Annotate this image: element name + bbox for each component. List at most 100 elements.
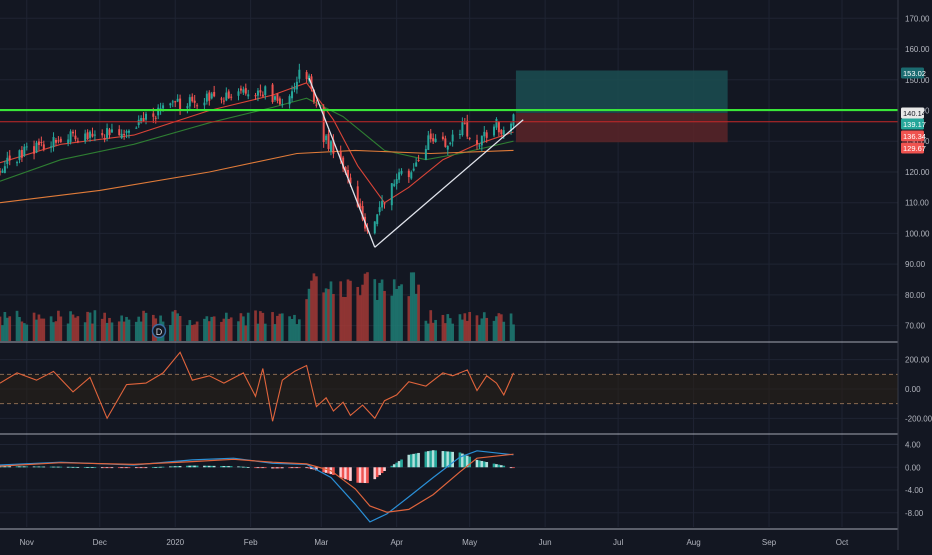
macd-histogram-bar xyxy=(190,465,194,468)
volume-bar xyxy=(142,310,145,341)
macd-histogram-bar xyxy=(341,467,345,479)
macd-tick-label: -8.00 xyxy=(905,509,924,518)
macd-histogram-bar xyxy=(349,467,352,481)
volume-bar xyxy=(263,323,267,341)
candle-body xyxy=(222,100,225,102)
volume-bar xyxy=(271,312,274,341)
volume-bar xyxy=(497,313,501,341)
volume-bar xyxy=(465,320,469,341)
candle-body xyxy=(86,132,89,140)
time-tick-label: Mar xyxy=(314,538,328,547)
price-badge-bg xyxy=(901,107,924,119)
candle-body xyxy=(208,92,211,101)
volume-bar xyxy=(20,321,24,341)
macd-histogram-bar xyxy=(324,467,328,473)
candle-body xyxy=(191,96,194,102)
candle-body xyxy=(16,162,19,164)
candle-body xyxy=(33,146,36,154)
target-profit-zone[interactable] xyxy=(515,70,728,114)
volume-bar xyxy=(110,322,114,341)
candle-body xyxy=(140,118,143,123)
macd-histogram-bar xyxy=(280,467,284,469)
macd-histogram-bar xyxy=(409,454,413,468)
candle-body xyxy=(485,132,488,138)
candle-body xyxy=(171,101,174,103)
time-tick-label: Dec xyxy=(93,538,107,547)
volume-bar xyxy=(290,318,294,341)
volume-bar xyxy=(478,324,481,341)
macd-histogram-bar xyxy=(52,466,55,468)
candle-body xyxy=(398,172,401,180)
candle-body xyxy=(373,221,376,234)
event-markers[interactable]: D xyxy=(151,323,167,339)
macd-histogram-bar xyxy=(358,467,362,483)
volume-bar xyxy=(188,320,192,341)
macd-histogram-bar xyxy=(475,459,479,468)
dividend-marker-icon[interactable] xyxy=(151,323,167,339)
candle-body xyxy=(417,159,420,161)
candle-body xyxy=(20,149,23,158)
volume-bar xyxy=(229,317,233,341)
macd-histogram-bar xyxy=(93,467,97,469)
trendlines[interactable] xyxy=(308,77,524,248)
macd-histogram-bar xyxy=(485,462,489,468)
volume-bar xyxy=(499,314,503,341)
macd-histogram-bar xyxy=(229,466,233,468)
volume-bar xyxy=(242,316,245,341)
candle-body xyxy=(412,168,415,171)
volume-bar xyxy=(446,314,450,341)
price-tick-label: 170.00 xyxy=(905,14,930,23)
volume-bar xyxy=(108,317,111,341)
cci-line xyxy=(0,351,515,422)
volume-bar xyxy=(356,286,360,341)
candle-body xyxy=(446,145,449,150)
volume-bar xyxy=(346,279,350,341)
price-tick-label: 100.00 xyxy=(905,229,930,238)
macd-histogram-bar xyxy=(434,450,437,468)
moving-average-line xyxy=(0,97,514,182)
volume-bar xyxy=(434,319,437,341)
macd-histogram-bar xyxy=(0,466,2,468)
macd-histogram-bar xyxy=(448,451,452,468)
macd-histogram-bar xyxy=(315,467,318,471)
volume-bar xyxy=(378,282,381,341)
volume-bar xyxy=(120,315,124,341)
candle-body xyxy=(475,140,478,144)
candle-body xyxy=(225,92,228,101)
macd-histogram-bar xyxy=(293,467,296,469)
macd-histogram-bar xyxy=(395,462,399,468)
risk-reward-zones[interactable] xyxy=(515,70,728,143)
macd-histogram-bar xyxy=(259,467,262,469)
macd-histogram-bar xyxy=(169,466,172,468)
candle-body xyxy=(434,138,437,143)
volume-bar xyxy=(117,321,121,341)
macd-histogram-bar xyxy=(468,456,472,468)
trendline[interactable] xyxy=(374,119,524,248)
price-badge-bg xyxy=(901,130,924,142)
stop-loss-zone[interactable] xyxy=(515,113,728,143)
volume-bar xyxy=(424,320,428,341)
macd-histogram-bar xyxy=(261,467,265,469)
volume-bar xyxy=(220,321,223,341)
volume-bar xyxy=(32,312,36,341)
trendline[interactable] xyxy=(308,77,376,248)
candle-body xyxy=(295,81,298,90)
macd-histogram-bar xyxy=(390,465,394,468)
candle-body xyxy=(407,170,410,178)
candle-body xyxy=(101,133,104,136)
price-levels[interactable] xyxy=(0,108,898,123)
panel-separators[interactable] xyxy=(0,0,899,550)
volume-bar xyxy=(297,319,301,341)
volume-bar xyxy=(125,316,128,341)
macd-histogram-bar xyxy=(239,466,243,468)
macd-histogram-bar xyxy=(276,467,279,469)
macd-histogram-bar xyxy=(1,466,4,468)
macd-histogram-bar xyxy=(161,466,165,468)
dividend-marker-label: D xyxy=(156,327,163,337)
candlesticks xyxy=(0,63,515,235)
candle-body xyxy=(159,108,162,110)
macd-histogram-bar xyxy=(154,466,158,468)
volume-bar xyxy=(312,273,316,341)
